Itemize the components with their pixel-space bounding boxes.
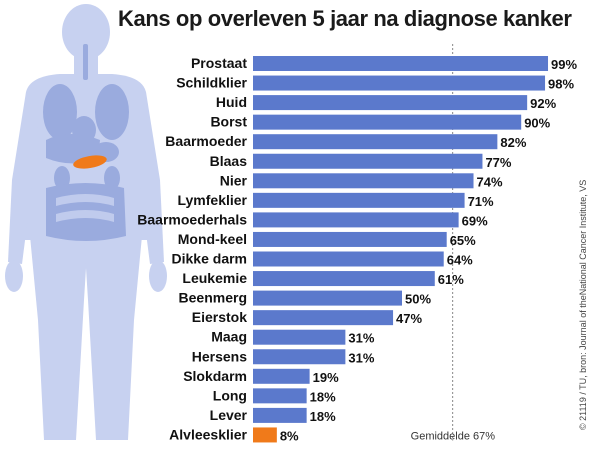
category-label: Blaas — [210, 153, 248, 169]
bar-borst — [253, 114, 522, 130]
category-label: Hersens — [192, 348, 247, 364]
category-label: Mond-keel — [178, 231, 247, 247]
category-label: Lever — [210, 407, 248, 423]
value-label: 82% — [500, 135, 526, 150]
bar-dikke darm — [253, 251, 444, 267]
bar-huid — [253, 95, 528, 111]
category-label: Dikke darm — [172, 251, 247, 267]
category-label: Long — [213, 387, 247, 403]
bar-lymfeklier — [253, 192, 465, 208]
value-label: 74% — [477, 174, 503, 189]
value-label: 65% — [450, 233, 476, 248]
bar-slokdarm — [253, 368, 310, 384]
category-label: Huid — [216, 94, 247, 110]
value-label: 31% — [348, 350, 374, 365]
bar-blaas — [253, 153, 483, 169]
bar-baarmoederhals — [253, 212, 459, 228]
source-credit: © 21119 / TU, bron: Journal of theNation… — [578, 179, 588, 430]
value-label: 8% — [280, 428, 299, 443]
category-label: Maag — [211, 329, 247, 345]
value-label: 64% — [447, 253, 473, 268]
average-label: Gemiddelde 67% — [411, 430, 496, 442]
bar-lever — [253, 407, 307, 423]
value-label: 61% — [438, 272, 464, 287]
bar-maag — [253, 329, 346, 345]
bar-prostaat — [253, 56, 549, 71]
bar-hersens — [253, 349, 346, 365]
category-label: Leukemie — [182, 270, 247, 286]
category-label: Beenmerg — [179, 290, 247, 306]
bar-mond-keel — [253, 231, 447, 247]
bar-nier — [253, 173, 474, 189]
bar-baarmoeder — [253, 134, 498, 150]
value-label: 71% — [468, 194, 494, 209]
category-label: Eierstok — [192, 309, 247, 325]
value-label: 92% — [530, 96, 556, 111]
category-label: Lymfeklier — [177, 192, 247, 208]
value-label: 99% — [551, 57, 577, 72]
category-label: Borst — [210, 114, 247, 130]
category-label: Slokdarm — [183, 368, 247, 384]
value-label: 18% — [310, 389, 336, 404]
human-body-illustration — [5, 4, 167, 440]
pancreas-highlight — [73, 155, 107, 169]
bar-alvleesklier — [253, 427, 277, 443]
value-label: 90% — [524, 116, 550, 131]
category-label: Baarmoederhals — [137, 211, 247, 227]
bar-leukemie — [253, 271, 435, 287]
value-label: 19% — [313, 370, 339, 385]
category-label: Alvleesklier — [169, 426, 247, 442]
value-label: 18% — [310, 409, 336, 424]
value-label: 31% — [348, 331, 374, 346]
bar-beenmerg — [253, 290, 402, 306]
value-label: 69% — [462, 213, 488, 228]
bar-long — [253, 388, 307, 404]
value-label: 47% — [396, 311, 422, 326]
bar-schildklier — [253, 75, 546, 91]
category-label: Schildklier — [176, 75, 247, 91]
category-label: Baarmoeder — [165, 133, 247, 149]
chart-title: Kans op overleven 5 jaar na diagnose kan… — [118, 6, 572, 31]
category-label: Prostaat — [191, 55, 247, 71]
value-label: 77% — [485, 155, 511, 170]
value-label: 98% — [548, 77, 574, 92]
value-label: 50% — [405, 292, 431, 307]
category-label: Nier — [220, 172, 248, 188]
bar-eierstok — [253, 310, 394, 326]
